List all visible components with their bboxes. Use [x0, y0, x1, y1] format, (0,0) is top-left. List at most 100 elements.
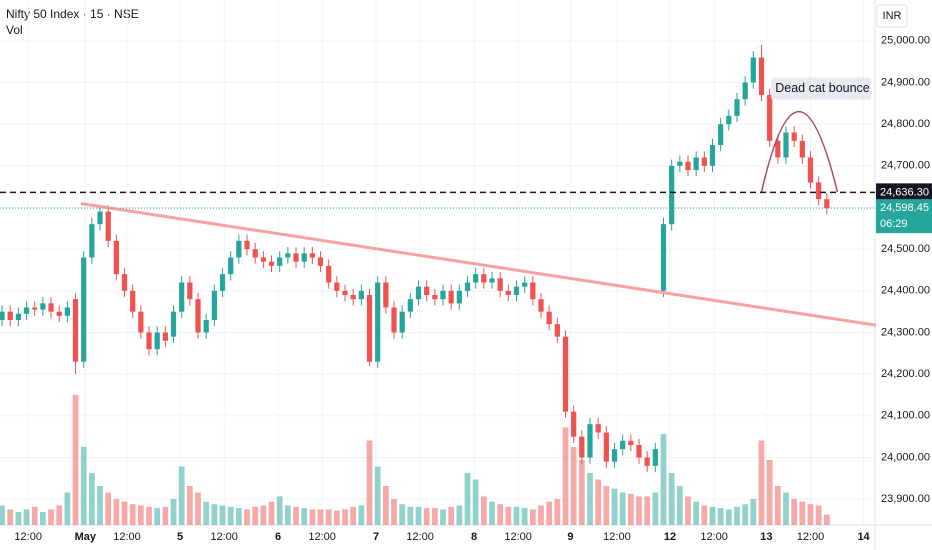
candle-body: [505, 290, 511, 295]
candle-body: [628, 440, 634, 445]
candle-body: [554, 324, 560, 337]
candle: [440, 284, 446, 306]
candle: [236, 234, 242, 264]
candle-body: [228, 257, 234, 275]
x-tick-label: 14: [857, 531, 870, 543]
volume-bar: [734, 506, 740, 525]
volume-bar: [268, 501, 275, 525]
volume-bar: [40, 512, 46, 525]
volume-bar: [195, 492, 201, 525]
volume-bar: [203, 501, 210, 525]
y-tick-label: 24,700.00: [881, 160, 930, 172]
candle: [244, 234, 250, 256]
candle-body: [775, 140, 781, 158]
candle: [0, 305, 5, 327]
candle-body: [587, 424, 593, 458]
candle-body: [489, 278, 495, 283]
candle-body: [350, 295, 356, 300]
candle: [415, 280, 422, 306]
x-tick-label: 12: [664, 531, 676, 543]
candle-body: [448, 290, 454, 304]
volume-bar: [464, 473, 471, 525]
candle: [546, 305, 552, 331]
volume-bar: [15, 512, 22, 525]
candle: [203, 313, 209, 339]
chart-title: Nifty 50 Index · 15 · NSE: [6, 7, 139, 21]
x-tick-label: 5: [177, 531, 183, 543]
candle-body: [252, 249, 258, 258]
candle-body: [742, 82, 748, 100]
candle: [750, 51, 756, 89]
currency-box[interactable]: [876, 4, 908, 28]
candle: [554, 317, 560, 343]
candle: [685, 155, 691, 177]
candle: [513, 280, 520, 302]
candle-body: [636, 445, 642, 458]
candle: [505, 284, 511, 302]
candle: [636, 438, 642, 464]
volume-bar: [774, 486, 781, 525]
volume-bar: [113, 499, 120, 525]
volume-bar: [472, 479, 479, 525]
candle-body: [219, 274, 226, 291]
volume-bar: [529, 509, 536, 525]
candle-body: [824, 199, 830, 209]
candle: [334, 276, 340, 298]
arc: [760, 110, 839, 193]
candle: [562, 330, 569, 418]
last-price-box: [876, 199, 932, 234]
candle: [718, 117, 724, 152]
candle: [530, 276, 536, 306]
volume-bar: [64, 492, 71, 525]
volume-bar: [0, 505, 5, 525]
volume-bar: [513, 506, 520, 525]
candle-body: [203, 320, 209, 333]
candle: [7, 305, 13, 327]
candle: [571, 405, 577, 443]
candle: [228, 251, 234, 281]
volume-bar: [570, 447, 577, 525]
x-tick-label: 8: [471, 531, 477, 543]
candle-body: [72, 299, 79, 362]
volume-bar: [627, 493, 634, 525]
volume-bar: [187, 486, 193, 525]
candle-body: [195, 299, 201, 333]
candle: [464, 276, 471, 298]
candle-body: [301, 253, 307, 262]
candle: [89, 217, 95, 264]
candle: [293, 247, 299, 268]
candle: [489, 272, 495, 289]
candle: [187, 276, 193, 306]
y-tick-label: 25,000.00: [881, 35, 930, 47]
candle: [268, 255, 275, 273]
y-tick-label: 23,900.00: [881, 493, 930, 505]
candle: [350, 288, 356, 306]
volume-bar: [146, 506, 152, 525]
volume-bar: [138, 505, 144, 525]
volume-bar: [652, 492, 659, 525]
candle: [383, 276, 389, 314]
volume-bar: [701, 505, 708, 525]
candle: [424, 280, 430, 302]
candle-body: [660, 224, 667, 291]
volume-bar: [325, 509, 332, 525]
candle-body: [758, 57, 765, 95]
volume-bar: [758, 440, 765, 525]
volume-bar: [56, 505, 63, 525]
volume-bar: [709, 506, 716, 525]
candle-body: [244, 240, 250, 250]
candle: [260, 251, 266, 268]
candle: [734, 92, 740, 123]
candle-body: [424, 286, 430, 295]
x-tick-label: May: [75, 531, 97, 543]
candle: [358, 284, 364, 306]
volume-bar: [725, 509, 732, 525]
volume-bar: [301, 508, 308, 525]
volume-bar: [603, 486, 610, 525]
volume-bar: [619, 492, 626, 525]
candle-body: [7, 311, 13, 320]
volume-bar: [293, 506, 299, 525]
candle-body: [415, 286, 422, 300]
volume-bar: [717, 508, 724, 525]
candle-body: [15, 313, 21, 320]
